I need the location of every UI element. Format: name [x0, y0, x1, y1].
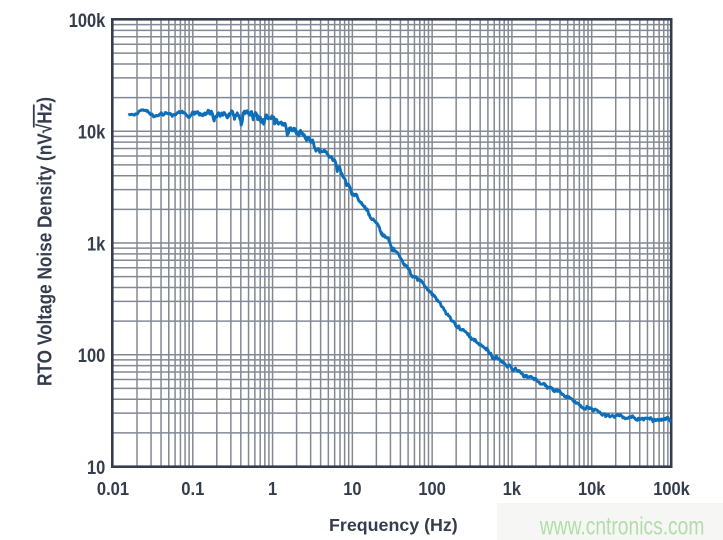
svg-text:10: 10 — [343, 479, 361, 499]
svg-text:10k: 10k — [578, 479, 606, 499]
svg-text:0.1: 0.1 — [181, 479, 204, 499]
svg-text:1k: 1k — [87, 234, 106, 255]
svg-text:1k: 1k — [503, 479, 522, 499]
svg-text:100: 100 — [78, 346, 106, 367]
svg-text:100k: 100k — [69, 11, 106, 32]
svg-text:0.01: 0.01 — [97, 479, 129, 499]
svg-text:www.cntronics.com: www.cntronics.com — [539, 513, 704, 540]
svg-text:10: 10 — [87, 458, 105, 479]
svg-text:100k: 100k — [653, 479, 691, 499]
svg-text:100: 100 — [418, 479, 446, 499]
svg-text:1: 1 — [268, 479, 277, 499]
svg-text:Frequency (Hz): Frequency (Hz) — [329, 515, 458, 535]
svg-text:10k: 10k — [78, 123, 106, 144]
svg-text:RTO Voltage Noise Density (nV√: RTO Voltage Noise Density (nV√Hz) — [33, 97, 56, 386]
